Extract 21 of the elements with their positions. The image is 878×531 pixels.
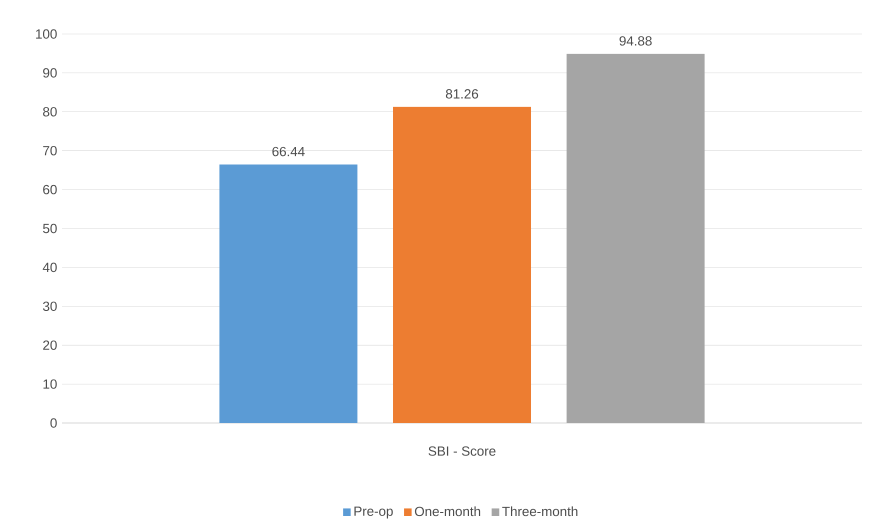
y-tick-label: 60	[43, 184, 57, 194]
y-tick-label: 100	[36, 29, 57, 39]
y-tick-label: 80	[43, 107, 57, 117]
y-tick-label: 0	[50, 418, 57, 428]
x-tick-label: SBI - Score	[428, 446, 496, 456]
legend-label: One-month	[414, 506, 480, 516]
legend-label: Three-month	[502, 506, 578, 516]
data-label: 66.44	[272, 146, 305, 156]
y-tick-label: 90	[43, 68, 57, 78]
bar	[219, 164, 358, 423]
y-tick-label: 20	[43, 340, 57, 350]
data-label: 94.88	[620, 36, 652, 46]
y-tick-label: 70	[43, 146, 57, 156]
y-tick-label: 40	[42, 262, 57, 272]
y-tick-label: 50	[43, 224, 57, 234]
y-tick-label: 30	[42, 302, 57, 312]
bar	[393, 106, 532, 423]
legend-label: Pre-op	[354, 506, 393, 519]
bar	[566, 54, 705, 423]
data-label: 81.26	[446, 89, 478, 99]
y-tick-label: 10	[43, 379, 57, 389]
